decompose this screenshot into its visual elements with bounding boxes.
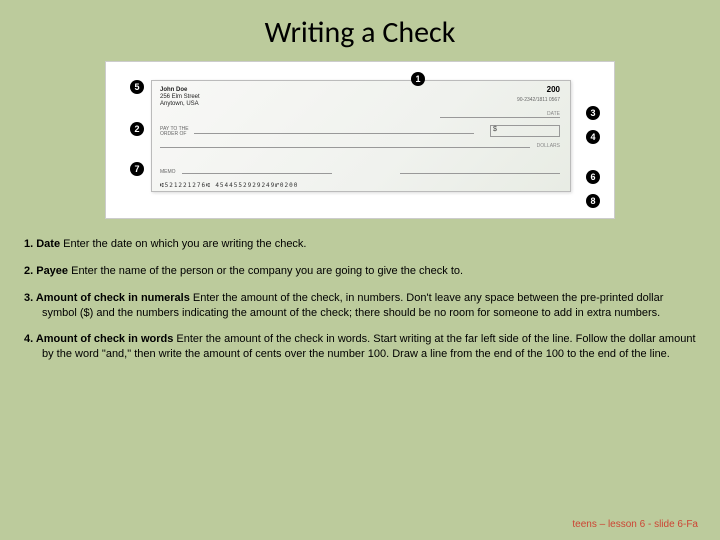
step-2-label: 2. Payee xyxy=(24,265,68,277)
callout-6: 6 xyxy=(586,170,600,184)
account-holder-address: John Doe 256 Elm Street Anytown, USA xyxy=(160,87,200,109)
payto-l2: ORDER OF xyxy=(160,132,189,137)
step-4: 4. Amount of check in words Enter the am… xyxy=(24,332,696,362)
micr-line: ⑆521221276⑆ 4544552929249⑈0200 xyxy=(160,182,298,189)
instructions: 1. Date Enter the date on which you are … xyxy=(0,219,720,362)
callout-1: 1 xyxy=(411,72,425,86)
step-1-label: 1. Date xyxy=(24,238,60,250)
memo-label: MEMO xyxy=(160,169,176,175)
amount-words-line xyxy=(160,147,530,148)
check-number: 200 xyxy=(547,85,560,94)
step-2: 2. Payee Enter the name of the person or… xyxy=(24,264,696,279)
dollars-label: DOLLARS xyxy=(537,143,560,149)
step-3-label: 3. Amount of check in numerals xyxy=(24,292,190,304)
addr-line1: 256 Elm Street xyxy=(160,94,200,101)
step-2-text: Enter the name of the person or the comp… xyxy=(68,265,463,277)
addr-line2: Anytown, USA xyxy=(160,101,200,108)
footer-text: teens – lesson 6 - slide 6-Fa xyxy=(572,519,698,530)
memo-line xyxy=(182,173,332,174)
callout-4: 4 xyxy=(586,130,600,144)
step-3: 3. Amount of check in numerals Enter the… xyxy=(24,291,696,321)
check-image: John Doe 256 Elm Street Anytown, USA 200… xyxy=(151,80,571,192)
amount-box: $ xyxy=(490,125,560,137)
date-line: DATE xyxy=(440,111,560,118)
routing-small: 90-2342/1811 0567 xyxy=(517,97,560,103)
signature-line xyxy=(400,173,560,174)
check-diagram: John Doe 256 Elm Street Anytown, USA 200… xyxy=(105,61,615,219)
payto-label: PAY TO THE ORDER OF xyxy=(160,127,189,137)
page-title: Writing a Check xyxy=(0,0,720,61)
step-1: 1. Date Enter the date on which you are … xyxy=(24,237,696,252)
callout-3: 3 xyxy=(586,106,600,120)
callout-7: 7 xyxy=(130,162,144,176)
callout-8: 8 xyxy=(586,194,600,208)
payee-line xyxy=(194,133,474,134)
step-1-text: Enter the date on which you are writing … xyxy=(60,238,306,250)
step-4-label: 4. Amount of check in words xyxy=(24,333,173,345)
callout-2: 2 xyxy=(130,122,144,136)
name: John Doe xyxy=(160,87,200,94)
callout-5: 5 xyxy=(130,80,144,94)
